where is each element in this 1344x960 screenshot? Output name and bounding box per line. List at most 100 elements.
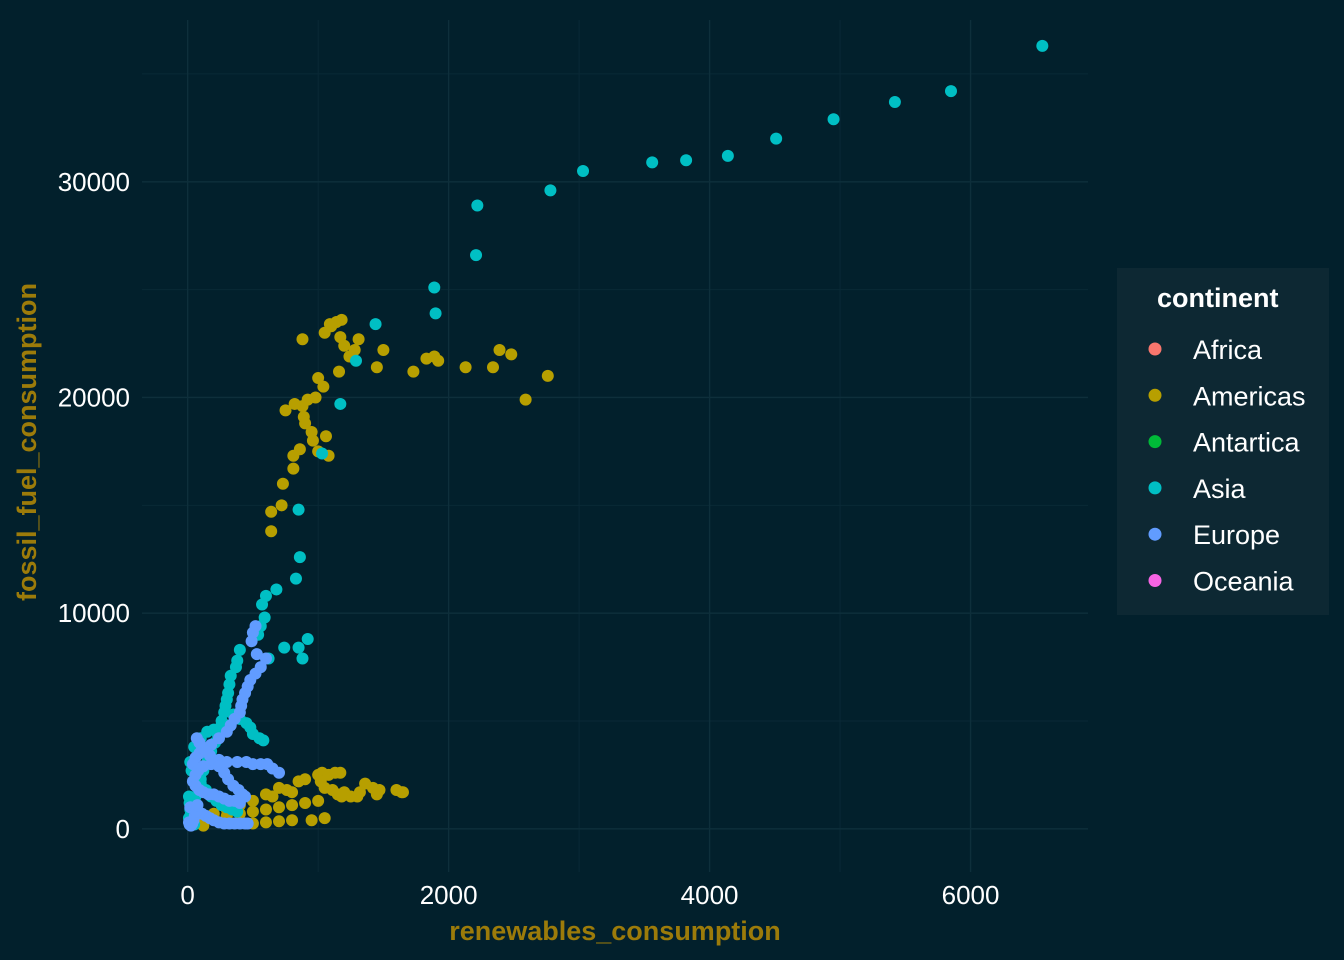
legend-item-asia: Asia bbox=[1148, 474, 1247, 504]
legend-item-oceania: Oceania bbox=[1148, 567, 1295, 597]
data-point bbox=[292, 775, 305, 788]
data-point bbox=[233, 643, 246, 656]
data-point bbox=[407, 365, 420, 378]
data-point bbox=[432, 354, 445, 367]
y-tick-label: 30000 bbox=[58, 167, 130, 197]
data-point bbox=[888, 95, 901, 108]
legend-key bbox=[1148, 574, 1162, 587]
data-point bbox=[288, 397, 301, 410]
data-point bbox=[370, 361, 383, 374]
data-point bbox=[319, 430, 332, 443]
data-point bbox=[370, 788, 383, 801]
data-point bbox=[352, 333, 365, 346]
data-point bbox=[944, 85, 957, 98]
data-point bbox=[470, 249, 483, 262]
data-point bbox=[292, 641, 305, 654]
data-point bbox=[544, 184, 557, 197]
data-point bbox=[348, 344, 361, 357]
data-point bbox=[279, 404, 292, 417]
data-point bbox=[459, 361, 472, 374]
data-point bbox=[827, 113, 840, 126]
data-point bbox=[770, 132, 783, 145]
x-axis-title: renewables_consumption bbox=[449, 916, 781, 946]
data-point bbox=[335, 790, 348, 803]
y-axis-title: fossil_fuel_consumption bbox=[12, 283, 42, 601]
data-point bbox=[306, 434, 319, 447]
data-point bbox=[429, 307, 442, 320]
x-tick-label: 2000 bbox=[420, 880, 478, 910]
data-point bbox=[471, 199, 484, 212]
data-point bbox=[577, 164, 590, 177]
legend-item-antartica: Antartica bbox=[1148, 428, 1301, 458]
data-point bbox=[505, 348, 518, 361]
legend-key bbox=[1148, 388, 1162, 402]
data-point bbox=[259, 788, 272, 801]
x-tick-label: 4000 bbox=[681, 880, 739, 910]
data-point bbox=[351, 790, 364, 803]
x-tick-label: 6000 bbox=[942, 880, 1000, 910]
data-point bbox=[246, 805, 259, 818]
legend-label: Africa bbox=[1193, 335, 1263, 365]
data-point bbox=[231, 755, 244, 768]
legend-label: Americas bbox=[1193, 381, 1306, 411]
data-point bbox=[259, 816, 272, 829]
data-point bbox=[270, 583, 283, 596]
data-point bbox=[396, 786, 409, 799]
data-point bbox=[191, 799, 204, 812]
data-point bbox=[296, 333, 309, 346]
data-point bbox=[287, 449, 300, 462]
data-point bbox=[680, 154, 693, 167]
legend-label: Europe bbox=[1193, 520, 1280, 550]
legend: continent Africa Americas Antartica Asia Eur… bbox=[1117, 268, 1329, 615]
data-point bbox=[299, 796, 312, 809]
grid-lines bbox=[142, 20, 1088, 872]
data-point bbox=[721, 149, 734, 162]
data-point bbox=[338, 339, 351, 352]
data-point bbox=[334, 397, 347, 410]
data-point bbox=[486, 361, 499, 374]
legend-item-americas: Americas bbox=[1148, 381, 1306, 411]
data-point bbox=[541, 369, 554, 382]
legend-label: Oceania bbox=[1193, 567, 1295, 597]
y-axis-ticks: 0 10000 20000 30000 bbox=[58, 167, 130, 844]
data-point bbox=[317, 380, 330, 393]
data-point bbox=[275, 499, 288, 512]
data-point bbox=[287, 462, 300, 475]
data-points bbox=[182, 39, 1049, 832]
data-point bbox=[256, 598, 269, 611]
data-point bbox=[286, 814, 299, 827]
data-point bbox=[493, 344, 506, 357]
data-point bbox=[257, 734, 270, 747]
legend-label: Antartica bbox=[1193, 428, 1301, 458]
data-point bbox=[334, 766, 347, 779]
data-point bbox=[286, 786, 299, 799]
data-point bbox=[293, 551, 306, 564]
data-point bbox=[265, 505, 278, 518]
data-point bbox=[233, 796, 246, 809]
data-point bbox=[301, 633, 314, 646]
data-point bbox=[241, 817, 254, 830]
data-point bbox=[259, 803, 272, 816]
data-point bbox=[428, 281, 441, 294]
data-point bbox=[278, 641, 291, 654]
data-point bbox=[646, 156, 659, 169]
data-point bbox=[316, 447, 329, 460]
legend-key bbox=[1148, 435, 1162, 449]
data-point bbox=[229, 661, 242, 674]
data-point bbox=[335, 313, 348, 326]
data-point bbox=[250, 648, 263, 661]
x-axis-ticks: 0 2000 4000 6000 bbox=[180, 880, 999, 910]
data-point bbox=[276, 477, 289, 490]
data-point bbox=[259, 652, 272, 665]
data-point bbox=[305, 814, 318, 827]
x-tick-label: 0 bbox=[180, 880, 194, 910]
legend-items: Africa Americas Antartica Asia Europe Oceania bbox=[1148, 335, 1306, 597]
legend-label: Asia bbox=[1193, 474, 1247, 504]
data-point bbox=[349, 354, 362, 367]
legend-key bbox=[1148, 527, 1162, 541]
data-point bbox=[273, 815, 286, 828]
data-point bbox=[273, 801, 286, 814]
data-point bbox=[273, 766, 286, 779]
data-point bbox=[377, 344, 390, 357]
